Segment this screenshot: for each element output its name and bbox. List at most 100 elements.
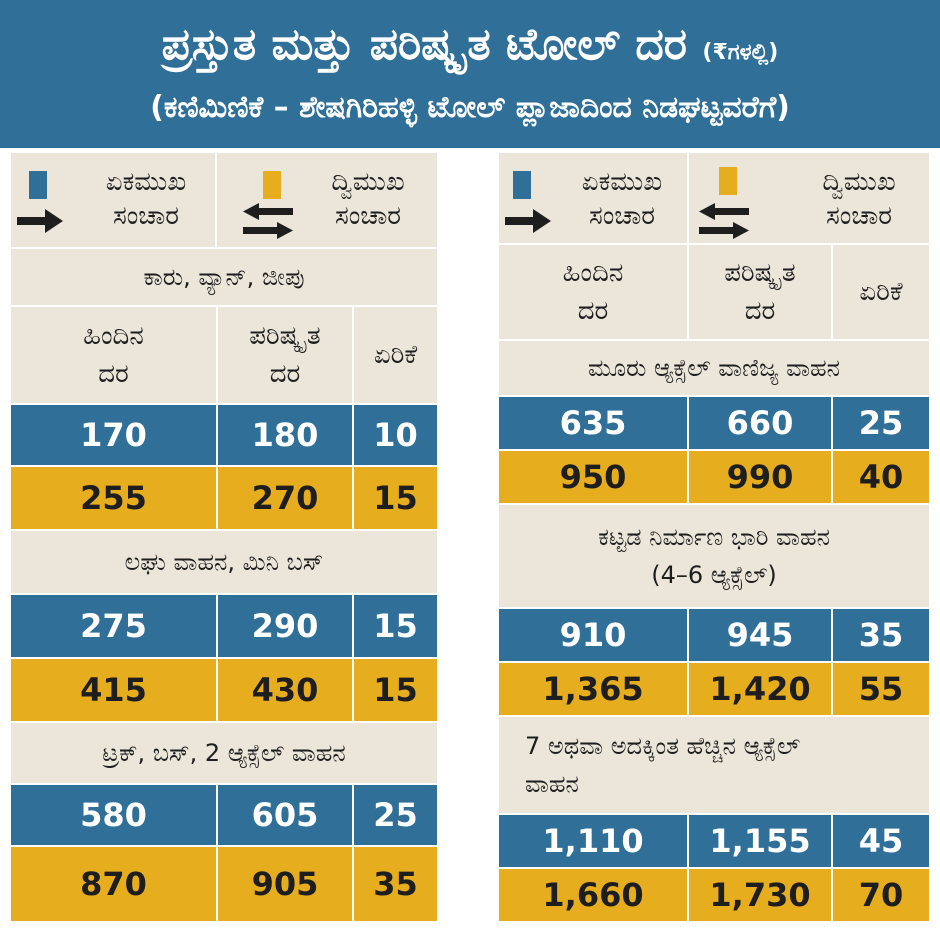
increase-cell: 55 (832, 662, 930, 716)
legend-two-way-line2: ಸಂಚಾರ (334, 201, 401, 231)
table-row: 255 270 15 (10, 466, 438, 530)
legend-one-way: ಏಕಮುಖ ಸಂಚಾರ (498, 152, 688, 244)
two-way-arrows-icon (699, 203, 749, 239)
old-rate-cell: 170 (10, 404, 217, 466)
old-rate-line2: ದರ (577, 296, 609, 326)
table-row: 415 430 15 (10, 658, 438, 722)
new-rate-cell: 1,420 (688, 662, 832, 716)
increase-cell: 10 (353, 404, 438, 466)
new-rate-line1: ಪರಿಷ್ಕೃತ (724, 258, 796, 288)
section-title: ಮೂರು ಆ್ಯಕ್ಸೆಲ್ ವಾಣಿಜ್ಯ ವಾಹನ (498, 340, 930, 396)
column-header-row: ಹಿಂದಿನ ದರ ಪರಿಷ್ಕೃತ ದರ ಏರಿಕೆ (498, 244, 930, 340)
section-title-line1: ಕಟ್ಟಡ ನಿರ್ಮಾಣ ಭಾರಿ ವಾಹನ (598, 523, 830, 551)
increase-cell: 70 (832, 868, 930, 922)
section-row: 7 ಅಥವಾ ಅದಕ್ಕಿಂತ ಹೆಚ್ಚಿನ ಆ್ಯಕ್ಸೆಲ್ ವಾಹನ (498, 716, 930, 814)
section-title-line2: (4–6 ಆ್ಯಕ್ಸೆಲ್) (651, 561, 777, 589)
table-row: 635 660 25 (498, 396, 930, 450)
new-rate-cell: 605 (217, 784, 353, 846)
new-rate-line2: ದರ (744, 296, 776, 326)
section-title: 7 ಅಥವಾ ಅದಕ್ಕಿಂತ ಹೆಚ್ಚಿನ ಆ್ಯಕ್ಸೆಲ್ ವಾಹನ (498, 716, 930, 814)
one-way-swatch (513, 171, 531, 199)
old-rate-cell: 910 (498, 608, 688, 662)
old-rate-cell: 275 (10, 594, 217, 658)
old-rate-line1: ಹಿಂದಿನ (562, 258, 624, 288)
page-subtitle: (ಕಣಿಮಿಣಿಕೆ – ಶೇಷಗಿರಿಹಳ್ಳಿ ಟೋಲ್ ಪ್ಲಾಜಾದಿಂ… (150, 90, 790, 125)
new-rate-cell: 660 (688, 396, 832, 450)
increase-cell: 35 (832, 608, 930, 662)
old-rate-cell: 1,110 (498, 814, 688, 868)
new-rate-cell: 430 (217, 658, 353, 722)
old-rate-cell: 635 (498, 396, 688, 450)
old-rate-header: ಹಿಂದಿನ ದರ (10, 306, 217, 404)
table-row: 1,365 1,420 55 (498, 662, 930, 716)
page-header: ಪ್ರಸ್ತುತ ಮತ್ತು ಪರಿಷ್ಕೃತ ಟೋಲ್ ದರ (₹ಗಳಲ್ಲಿ… (0, 0, 940, 148)
old-rate-line1: ಹಿಂದಿನ (83, 321, 144, 351)
old-rate-cell: 415 (10, 658, 217, 722)
table-row: 1,110 1,155 45 (498, 814, 930, 868)
table-row: 275 290 15 (10, 594, 438, 658)
legend-row: ಏಕಮುಖ ಸಂಚಾರ ದ್ವಿಮುಖ ಸಂಚಾರ (10, 152, 438, 248)
increase-cell: 40 (832, 450, 930, 504)
legend-one-way-line1: ಏಕಮುಖ (105, 167, 187, 197)
increase-cell: 15 (353, 466, 438, 530)
left-rate-table: ಏಕಮುಖ ಸಂಚಾರ ದ್ವಿಮುಖ ಸಂಚಾರ ಕಾರು, ವ್ಯಾನ್, … (10, 152, 438, 922)
legend-two-way: ದ್ವಿಮುಖ ಸಂಚಾರ (688, 152, 930, 244)
section-row: ಟ್ರಕ್, ಬಸ್, 2 ಆ್ಯಕ್ಸೆಲ್ ವಾಹನ (10, 722, 438, 784)
new-rate-cell: 290 (217, 594, 353, 658)
section-title: ಲಘು ವಾಹನ, ಮಿನಿ ಬಸ್ (10, 530, 438, 594)
new-rate-line2: ದರ (269, 359, 301, 389)
section-title: ಕಾರು, ವ್ಯಾನ್, ಜೀಪು (10, 248, 438, 306)
new-rate-header: ಪರಿಷ್ಕೃತ ದರ (217, 306, 353, 404)
two-way-arrows-icon (243, 203, 293, 239)
increase-cell: 15 (353, 658, 438, 722)
old-rate-line2: ದರ (98, 359, 129, 389)
page-title: ಪ್ರಸ್ತುತ ಮತ್ತು ಪರಿಷ್ಕೃತ ಟೋಲ್ ದರ (₹ಗಳಲ್ಲಿ… (0, 14, 940, 84)
increase-cell: 35 (353, 846, 438, 922)
increase-cell: 25 (353, 784, 438, 846)
title-unit: (₹ಗಳಲ್ಲಿ) (702, 40, 779, 65)
right-rate-table: ಏಕಮುಖ ಸಂಚಾರ ದ್ವಿಮುಖ ಸಂಚಾರ ಹಿಂದಿನ ದರ ಪರಿಷ… (498, 152, 930, 922)
legend-two-way-line2: ಸಂಚಾರ (825, 201, 892, 231)
legend-one-way: ಏಕಮುಖ ಸಂಚಾರ (10, 152, 216, 248)
old-rate-cell: 580 (10, 784, 217, 846)
new-rate-cell: 905 (217, 846, 353, 922)
increase-header: ಏರಿಕೆ (353, 306, 438, 404)
column-header-row: ಹಿಂದಿನ ದರ ಪರಿಷ್ಕೃತ ದರ ಏರಿಕೆ (10, 306, 438, 404)
section-title-line2: ವಾಹನ (525, 770, 579, 798)
table-row: 870 905 35 (10, 846, 438, 922)
new-rate-cell: 270 (217, 466, 353, 530)
section-title: ಕಟ್ಟಡ ನಿರ್ಮಾಣ ಭಾರಿ ವಾಹನ (4–6 ಆ್ಯಕ್ಸೆಲ್) (498, 504, 930, 608)
two-way-swatch (263, 171, 281, 199)
old-rate-cell: 255 (10, 466, 217, 530)
table-row: 170 180 10 (10, 404, 438, 466)
title-text: ಪ್ರಸ್ತುತ ಮತ್ತು ಪರಿಷ್ಕೃತ ಟೋಲ್ ದರ (161, 19, 688, 70)
section-row: ಮೂರು ಆ್ಯಕ್ಸೆಲ್ ವಾಣಿಜ್ಯ ವಾಹನ (498, 340, 930, 396)
section-row: ಕಟ್ಟಡ ನಿರ್ಮಾಣ ಭಾರಿ ವಾಹನ (4–6 ಆ್ಯಕ್ಸೆಲ್) (498, 504, 930, 608)
legend-one-way-line2: ಸಂಚಾರ (588, 201, 655, 231)
table-row: 910 945 35 (498, 608, 930, 662)
section-row: ಕಾರು, ವ್ಯಾನ್, ಜೀಪು (10, 248, 438, 306)
new-rate-cell: 180 (217, 404, 353, 466)
new-rate-cell: 1,730 (688, 868, 832, 922)
two-way-swatch (719, 167, 737, 195)
old-rate-header: ಹಿಂದಿನ ದರ (498, 244, 688, 340)
old-rate-cell: 1,660 (498, 868, 688, 922)
old-rate-cell: 870 (10, 846, 217, 922)
legend-two-way-line1: ದ್ವಿಮುಖ (822, 167, 896, 197)
old-rate-cell: 950 (498, 450, 688, 504)
legend-one-way-line1: ಏಕಮುಖ (581, 167, 663, 197)
legend-one-way-line2: ಸಂಚಾರ (112, 201, 179, 231)
old-rate-cell: 1,365 (498, 662, 688, 716)
new-rate-line1: ಪರಿಷ್ಕೃತ (249, 321, 321, 351)
table-row: 950 990 40 (498, 450, 930, 504)
legend-two-way-line1: ದ್ವಿಮುಖ (331, 167, 405, 197)
legend-row: ಏಕಮುಖ ಸಂಚಾರ ದ್ವಿಮುಖ ಸಂಚಾರ (498, 152, 930, 244)
right-arrow-icon (505, 209, 551, 233)
right-arrow-icon (17, 209, 63, 233)
increase-cell: 25 (832, 396, 930, 450)
section-row: ಲಘು ವಾಹನ, ಮಿನಿ ಬಸ್ (10, 530, 438, 594)
new-rate-header: ಪರಿಷ್ಕೃತ ದರ (688, 244, 832, 340)
new-rate-cell: 990 (688, 450, 832, 504)
one-way-swatch (29, 171, 47, 199)
legend-two-way: ದ್ವಿಮುಖ ಸಂಚಾರ (216, 152, 438, 248)
